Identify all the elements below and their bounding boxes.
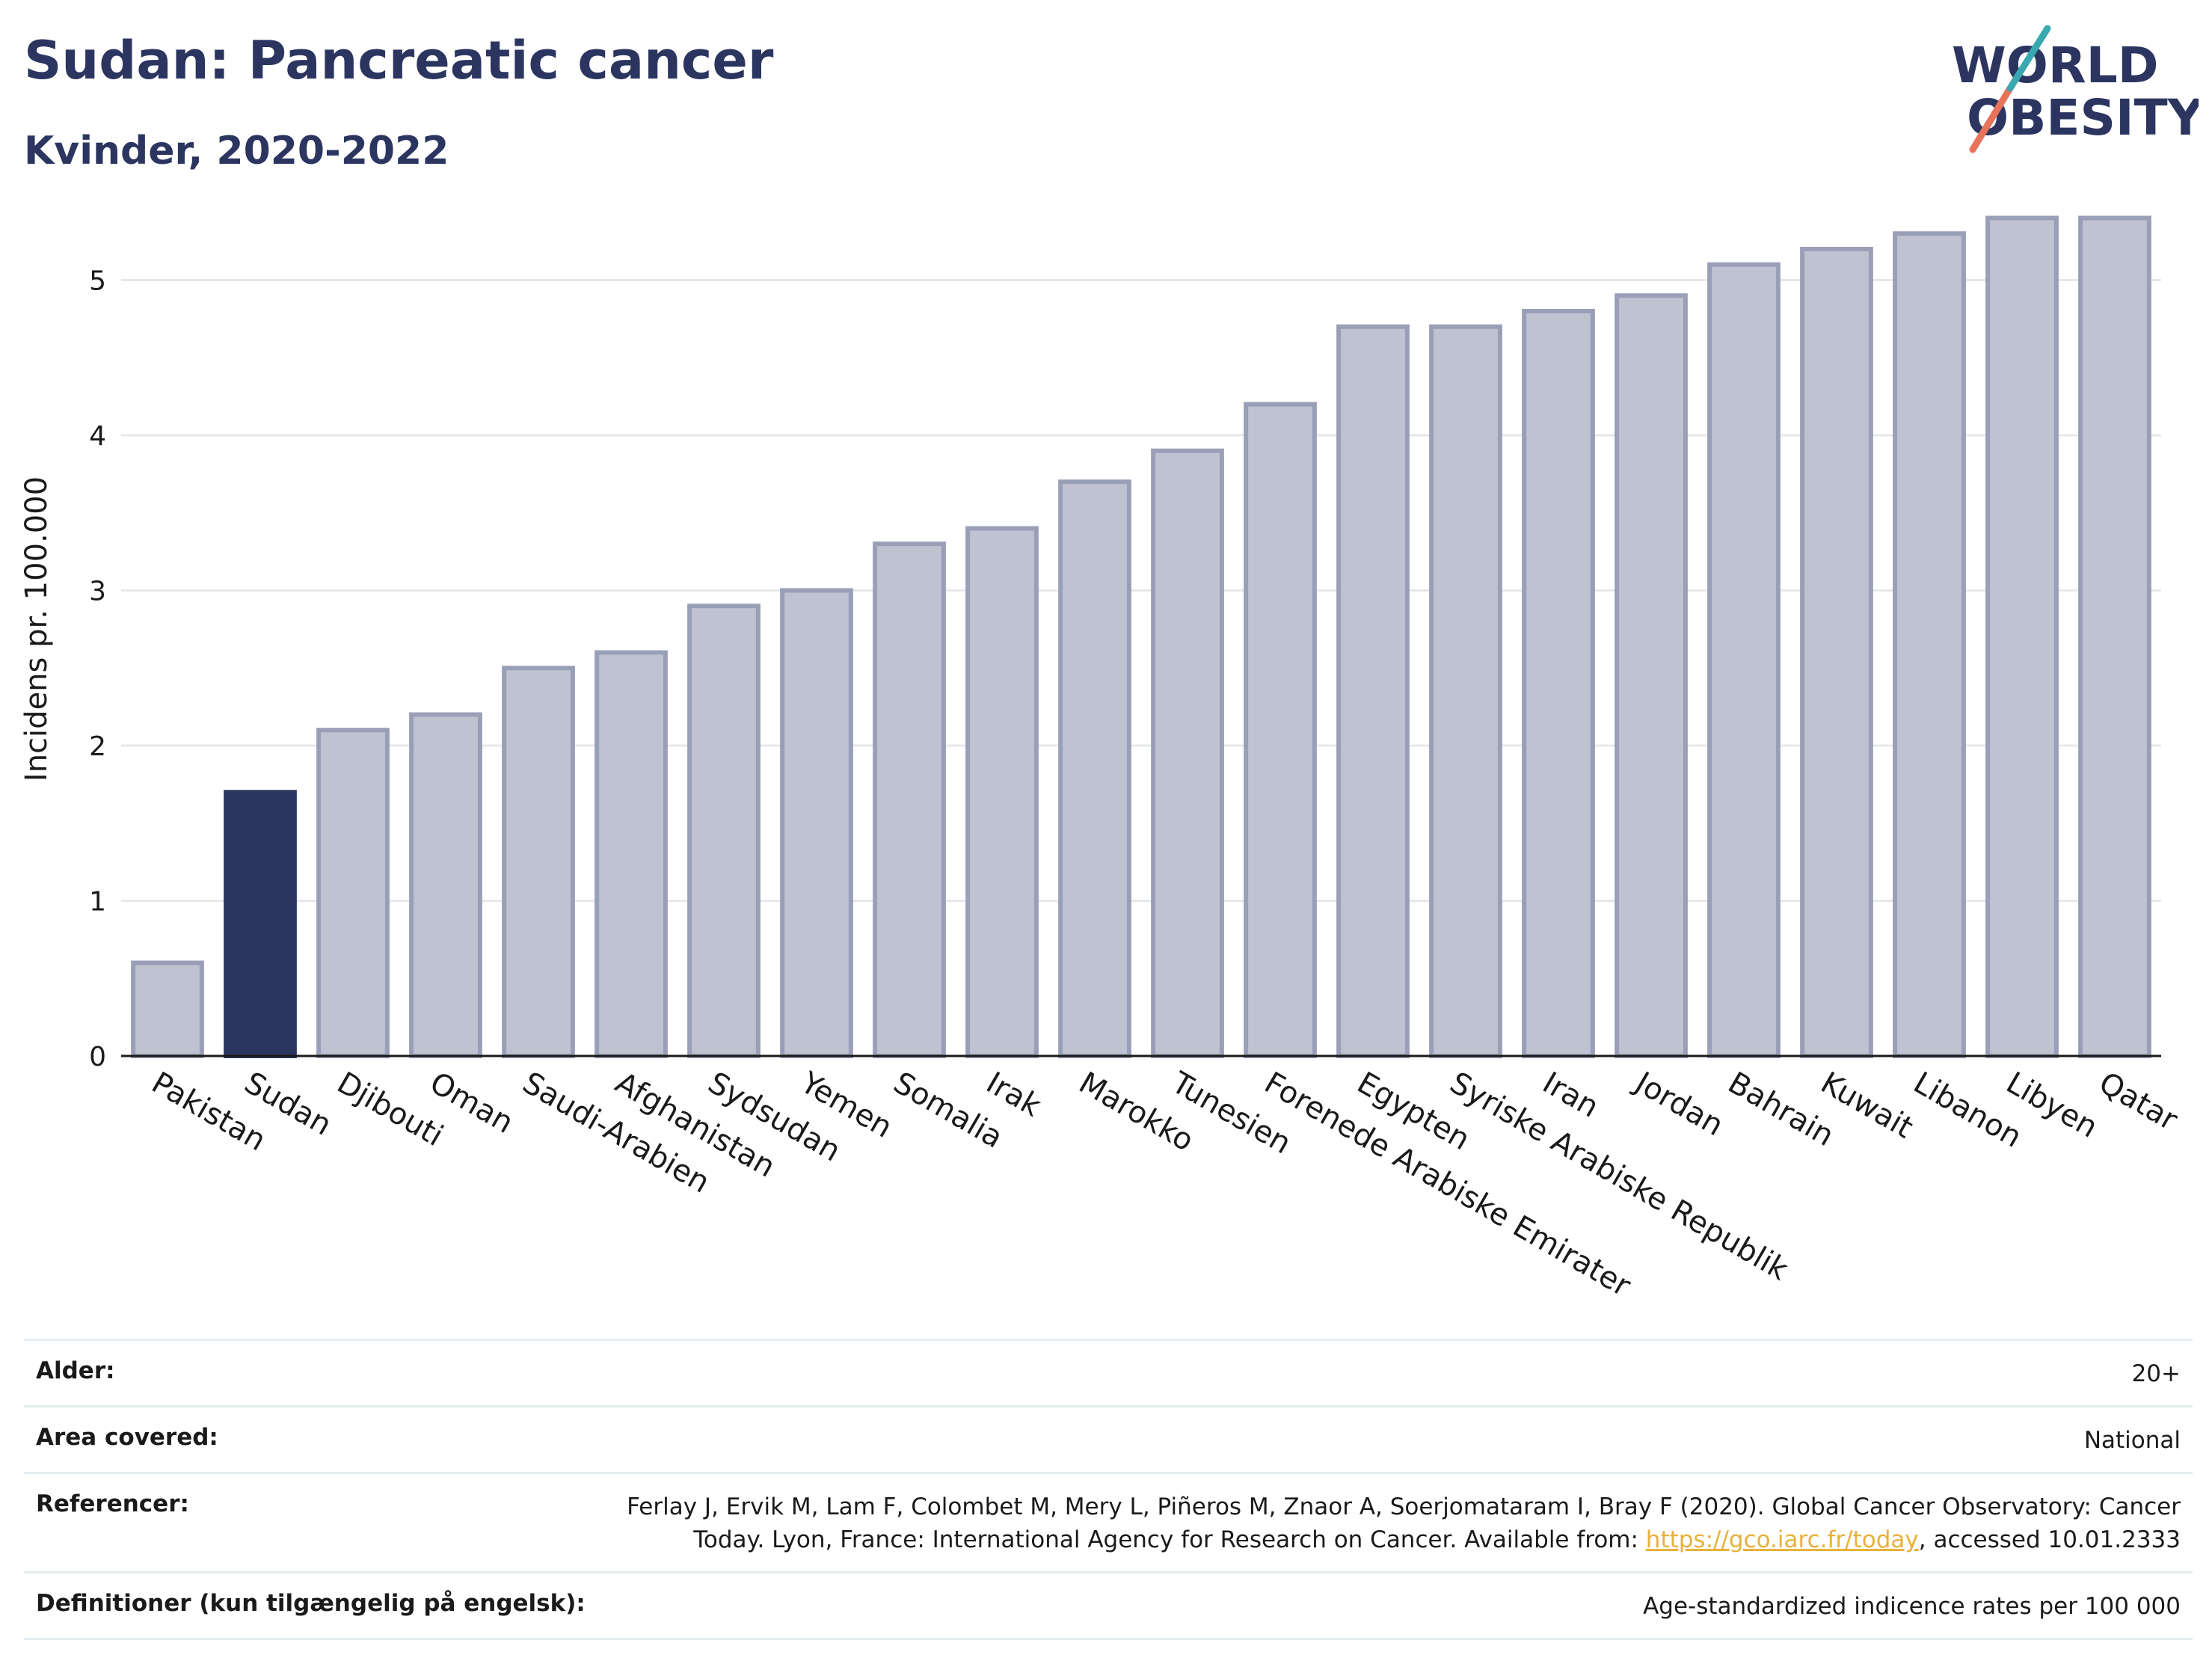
page-subtitle: Kvinder, 2020-2022 [24, 129, 449, 174]
age-label: Alder: [36, 1357, 115, 1384]
reference-text-2: Today. Lyon, France: International Agenc… [693, 1526, 1646, 1553]
bar-egypten [1336, 324, 1410, 1058]
meta-row-references: Referencer: Ferlay J, Ervik M, Lam F, Co… [24, 1472, 2193, 1571]
y-tick-label: 2 [89, 731, 106, 762]
bar-sudan [224, 790, 297, 1058]
bar-bahrain [1707, 262, 1781, 1058]
y-tick-label: 4 [89, 421, 106, 452]
x-tick-label: Jordan [1627, 1064, 1729, 1143]
x-tick-label: Qatar [2093, 1066, 2184, 1137]
bar-iran [1522, 309, 1595, 1058]
definitions-value: Age-standardized indicence rates per 100… [1643, 1593, 2181, 1620]
bar-djibouti [316, 728, 390, 1058]
y-tick-label: 3 [89, 577, 106, 607]
meta-row-area: Area covered: National [24, 1405, 2193, 1472]
area-label: Area covered: [36, 1424, 218, 1451]
bar-qatar [2078, 215, 2151, 1058]
bar-jordan [1615, 293, 1688, 1058]
reference-text-1: Ferlay J, Ervik M, Lam F, Colombet M, Me… [627, 1493, 2181, 1520]
world-obesity-logo: WORLD OBESITY [1952, 25, 2199, 153]
age-value: 20+ [2131, 1360, 2181, 1387]
bar-libanon [1893, 231, 1966, 1058]
meta-row-definitions: Definitioner (kun tilgængelig på engelsk… [24, 1571, 2193, 1640]
bar-kuwait [1800, 247, 1873, 1058]
bar-irak [965, 526, 1039, 1058]
bar-pakistan [131, 960, 204, 1058]
bar-afghanistan [595, 650, 668, 1058]
x-tick-labels: PakistanSudanDjiboutiOmanSaudi-ArabienAf… [146, 1064, 2184, 1304]
y-tick-label: 0 [89, 1042, 106, 1072]
page-title: Sudan: Pancreatic cancer [24, 30, 774, 91]
reference-link[interactable]: https://gco.iarc.fr/today [1645, 1526, 1919, 1553]
bar-somalia [873, 541, 946, 1058]
definitions-label: Definitioner (kun tilgængelig på engelsk… [36, 1590, 586, 1617]
bar-syriske-arabiske-republik [1429, 324, 1502, 1058]
y-axis-label: Incidens pr. 100.000 [19, 476, 54, 782]
references-value: Ferlay J, Ervik M, Lam F, Colombet M, Me… [627, 1490, 2181, 1556]
bar-forenede-arabiske-emirater [1244, 402, 1317, 1058]
bar-yemen [780, 588, 853, 1058]
y-tick-label: 1 [89, 887, 106, 918]
bar-libyen [1985, 215, 2059, 1058]
bar-chart: 0 1 2 3 4 5 PakistanSudanDjiboutiOmanSaudi-Ar… [19, 215, 2184, 1304]
svg-text:WORLD: WORLD [1952, 37, 2159, 94]
bars [131, 215, 2151, 1058]
bar-saudi-arabien [502, 666, 575, 1058]
area-value: National [2083, 1427, 2181, 1454]
x-tick-label: Djibouti [331, 1066, 449, 1153]
bar-oman [409, 712, 482, 1058]
reference-text-3: , accessed 10.01.2333 [1918, 1526, 2181, 1553]
bar-sydsudan [687, 604, 761, 1058]
y-tick-labels: 0 1 2 3 4 5 [89, 266, 106, 1073]
x-tick-label: Bahrain [1722, 1066, 1840, 1153]
bar-marokko [1058, 479, 1131, 1058]
y-tick-label: 5 [89, 266, 106, 297]
meta-row-age: Alder: 20+ [24, 1339, 2193, 1405]
bar-tunesien [1151, 448, 1224, 1058]
references-label: Referencer: [36, 1490, 189, 1517]
metadata-table: Alder: 20+ Area covered: National Refere… [24, 1339, 2193, 1640]
